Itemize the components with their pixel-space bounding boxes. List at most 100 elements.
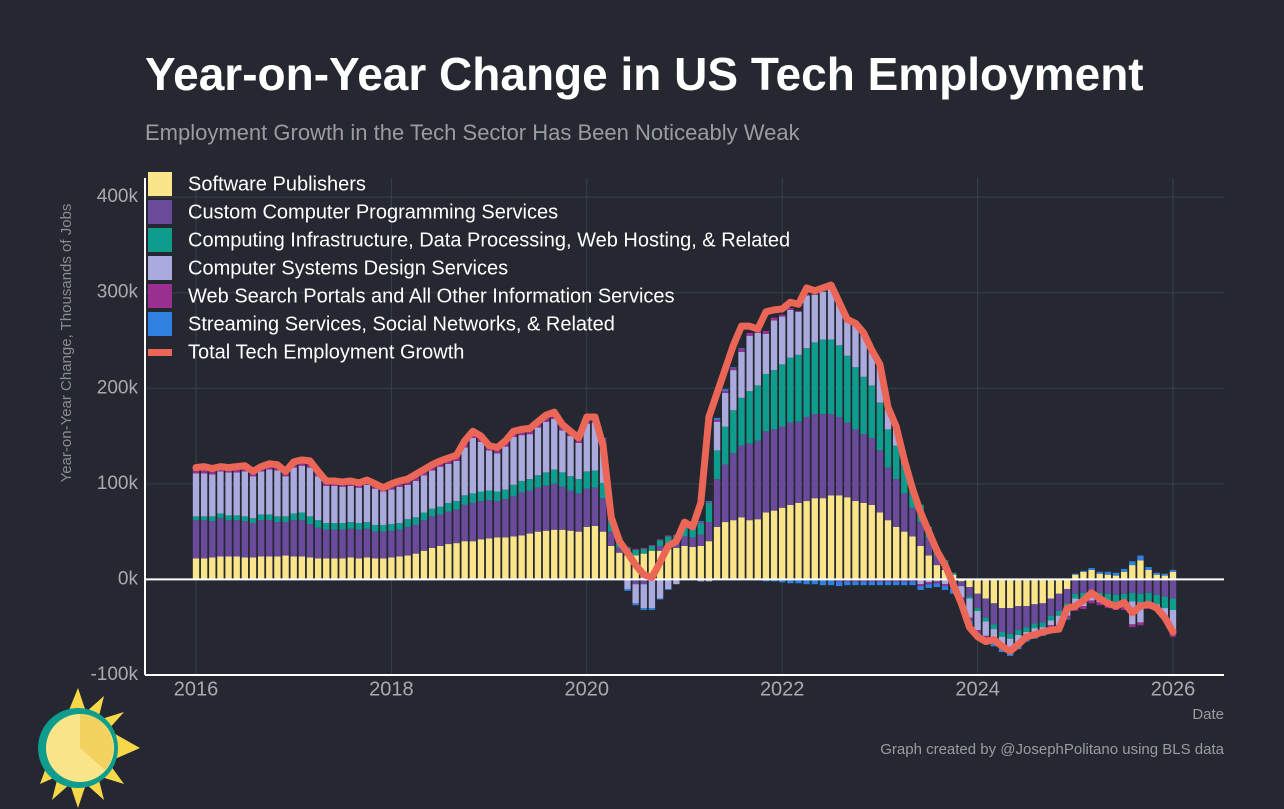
bar (510, 536, 517, 580)
bar (502, 446, 509, 490)
bar (339, 523, 346, 530)
bar (730, 520, 737, 580)
bar (681, 536, 688, 546)
bar (941, 586, 949, 590)
bar (298, 512, 306, 521)
bar (461, 504, 468, 542)
bar (396, 556, 403, 580)
bar (925, 538, 932, 556)
bar (844, 422, 851, 498)
bar (542, 472, 550, 486)
bar (730, 367, 737, 369)
bar (323, 485, 330, 524)
bar (371, 524, 379, 532)
bar (998, 579, 1006, 609)
bar (933, 555, 941, 566)
bar (583, 423, 590, 472)
bar (868, 504, 875, 580)
bar (453, 509, 460, 544)
bar (624, 588, 631, 591)
bar (982, 579, 989, 599)
bar (803, 579, 810, 585)
bar (713, 417, 721, 420)
bar (1137, 593, 1144, 603)
bar (575, 479, 582, 494)
bar (1072, 574, 1079, 580)
bar (331, 485, 338, 524)
bar (1104, 593, 1112, 601)
bar (909, 581, 916, 586)
bar (1137, 622, 1144, 626)
bar (298, 461, 306, 466)
bar (209, 516, 216, 522)
bar (713, 421, 721, 451)
bar (665, 535, 672, 537)
bar (1104, 579, 1112, 594)
bar (1023, 627, 1030, 632)
bar (518, 492, 525, 536)
bar (428, 470, 436, 509)
bar (893, 479, 900, 527)
bar (1006, 633, 1014, 639)
bar (1072, 593, 1079, 599)
bar (844, 355, 851, 423)
bar (852, 581, 859, 586)
bar (909, 507, 916, 537)
bar (437, 545, 444, 580)
bar (1006, 608, 1014, 634)
bar (705, 502, 713, 503)
bar (469, 493, 476, 503)
bar (974, 608, 981, 611)
bar (1153, 579, 1160, 595)
bar (990, 629, 998, 639)
bar (526, 490, 533, 534)
bar (803, 348, 810, 417)
bar (437, 514, 444, 546)
legend-swatch (148, 312, 172, 336)
bar (526, 479, 533, 491)
bar (363, 528, 371, 558)
bar (787, 422, 794, 505)
bar (844, 319, 851, 356)
bar (811, 498, 818, 580)
bar (632, 579, 639, 585)
bar (1096, 573, 1103, 580)
bar (192, 473, 200, 517)
bar (559, 472, 566, 487)
bar (477, 441, 485, 492)
bar (510, 484, 517, 497)
bar (762, 373, 770, 432)
bar (656, 598, 664, 600)
bar (583, 488, 590, 527)
bar (290, 513, 297, 521)
bar (388, 530, 395, 558)
bar (762, 333, 770, 374)
bar (241, 516, 249, 522)
bar (1161, 608, 1169, 616)
bar (266, 514, 273, 521)
bar (1023, 579, 1030, 607)
bar (502, 489, 509, 500)
bar (974, 593, 981, 609)
bar (200, 473, 208, 517)
legend-swatch (148, 172, 172, 196)
bar (1120, 568, 1128, 572)
bar (510, 496, 517, 537)
bar (795, 502, 802, 580)
bar (901, 581, 908, 586)
bar (925, 584, 932, 589)
bar (551, 418, 558, 470)
bar (665, 588, 672, 590)
bar (526, 434, 533, 480)
bar (388, 486, 395, 490)
bar (1039, 579, 1046, 604)
bar (884, 520, 892, 580)
bar (396, 523, 403, 530)
bar (209, 521, 216, 558)
bar (1047, 615, 1055, 621)
bar (192, 520, 200, 559)
bar (534, 487, 542, 532)
bar (917, 545, 924, 580)
bar (477, 539, 485, 580)
